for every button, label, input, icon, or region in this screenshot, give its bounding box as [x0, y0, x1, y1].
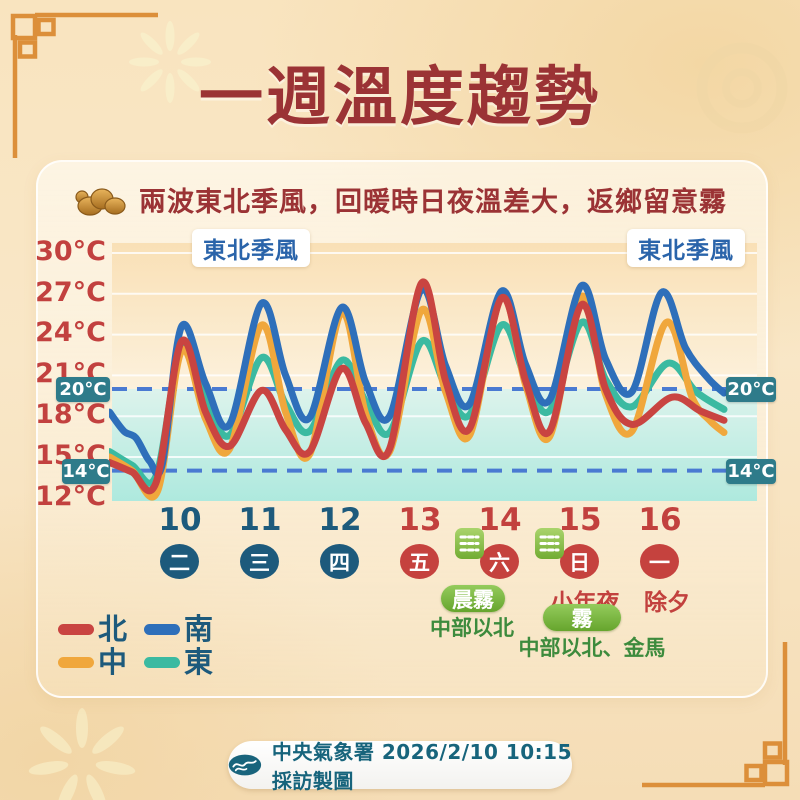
legend-label-north: 北: [98, 612, 128, 646]
fog-area: 中部以北、金馬: [518, 636, 666, 660]
weekday-badge-sat: 六: [480, 544, 519, 579]
xdate-14: 14: [478, 502, 522, 538]
xdate-16: 16: [638, 502, 682, 538]
legend-swatch-north: [58, 623, 94, 635]
legend: 北 南 中 東: [58, 614, 230, 677]
footer-text: 中央氣象署 2026/2/10 10:15 採訪製圖: [271, 740, 572, 793]
cwa-logo: [228, 754, 262, 776]
xdate-10: 10: [158, 502, 202, 538]
monsoon-label-left: 東北季風: [192, 229, 310, 267]
weekday-badge-tue: 二: [160, 544, 199, 579]
fog-icon-day14: [455, 528, 484, 559]
ytick-27: 27°C: [35, 277, 106, 308]
xdate-12: 12: [318, 502, 362, 538]
xdate-11: 11: [238, 502, 282, 538]
threshold-badge-20-left: 20°C: [56, 377, 110, 402]
legend-swatch-central: [58, 656, 94, 668]
page-title: 一週溫度趨勢: [199, 61, 601, 135]
morning-fog-badge: 晨霧: [441, 585, 505, 612]
ytick-24: 24°C: [35, 317, 106, 348]
chart-subtitle: 兩波東北季風，回暖時日夜溫差大，返鄉留意霧: [139, 187, 727, 218]
legend-label-central: 中: [98, 645, 128, 679]
subtitle-row: 兩波東北季風，回暖時日夜溫差大，返鄉留意霧: [0, 180, 800, 219]
monsoon-label-right: 東北季風: [627, 229, 745, 267]
golden-cloud-icon: [75, 187, 126, 216]
legend-item-east: 東: [144, 647, 230, 677]
fog-badge: 霧: [543, 604, 621, 631]
legend-label-east: 東: [184, 645, 214, 679]
threshold-badge-14-left: 14°C: [62, 459, 110, 484]
weekday-badge-thu: 四: [320, 544, 359, 579]
weekday-badge-wed: 三: [240, 544, 279, 579]
threshold-badge-20-right: 20°C: [726, 377, 776, 402]
ytick-18: 18°C: [35, 399, 106, 430]
firework-burst-bottom-left: [28, 708, 136, 800]
ytick-30: 30°C: [35, 236, 106, 267]
footer-credit: 中央氣象署 2026/2/10 10:15 採訪製圖: [228, 740, 572, 793]
xdate-15: 15: [558, 502, 602, 538]
holiday-label-new-year-eve: 除夕: [644, 590, 690, 616]
legend-item-south: 南: [144, 614, 230, 644]
xdate-13: 13: [398, 502, 442, 538]
weekday-badge-sun: 日: [560, 544, 599, 579]
weekday-badge-mon: 一: [640, 544, 679, 579]
morning-fog-area: 中部以北: [430, 616, 514, 640]
weekday-badge-fri: 五: [400, 544, 439, 579]
threshold-badge-14-right: 14°C: [726, 459, 776, 484]
legend-item-central: 中: [58, 647, 144, 677]
fog-icon-day15: [535, 528, 564, 559]
legend-label-south: 南: [184, 612, 214, 646]
legend-item-north: 北: [58, 614, 144, 644]
legend-swatch-east: [144, 656, 180, 668]
legend-swatch-south: [144, 623, 180, 635]
ytick-12: 12°C: [35, 481, 106, 512]
